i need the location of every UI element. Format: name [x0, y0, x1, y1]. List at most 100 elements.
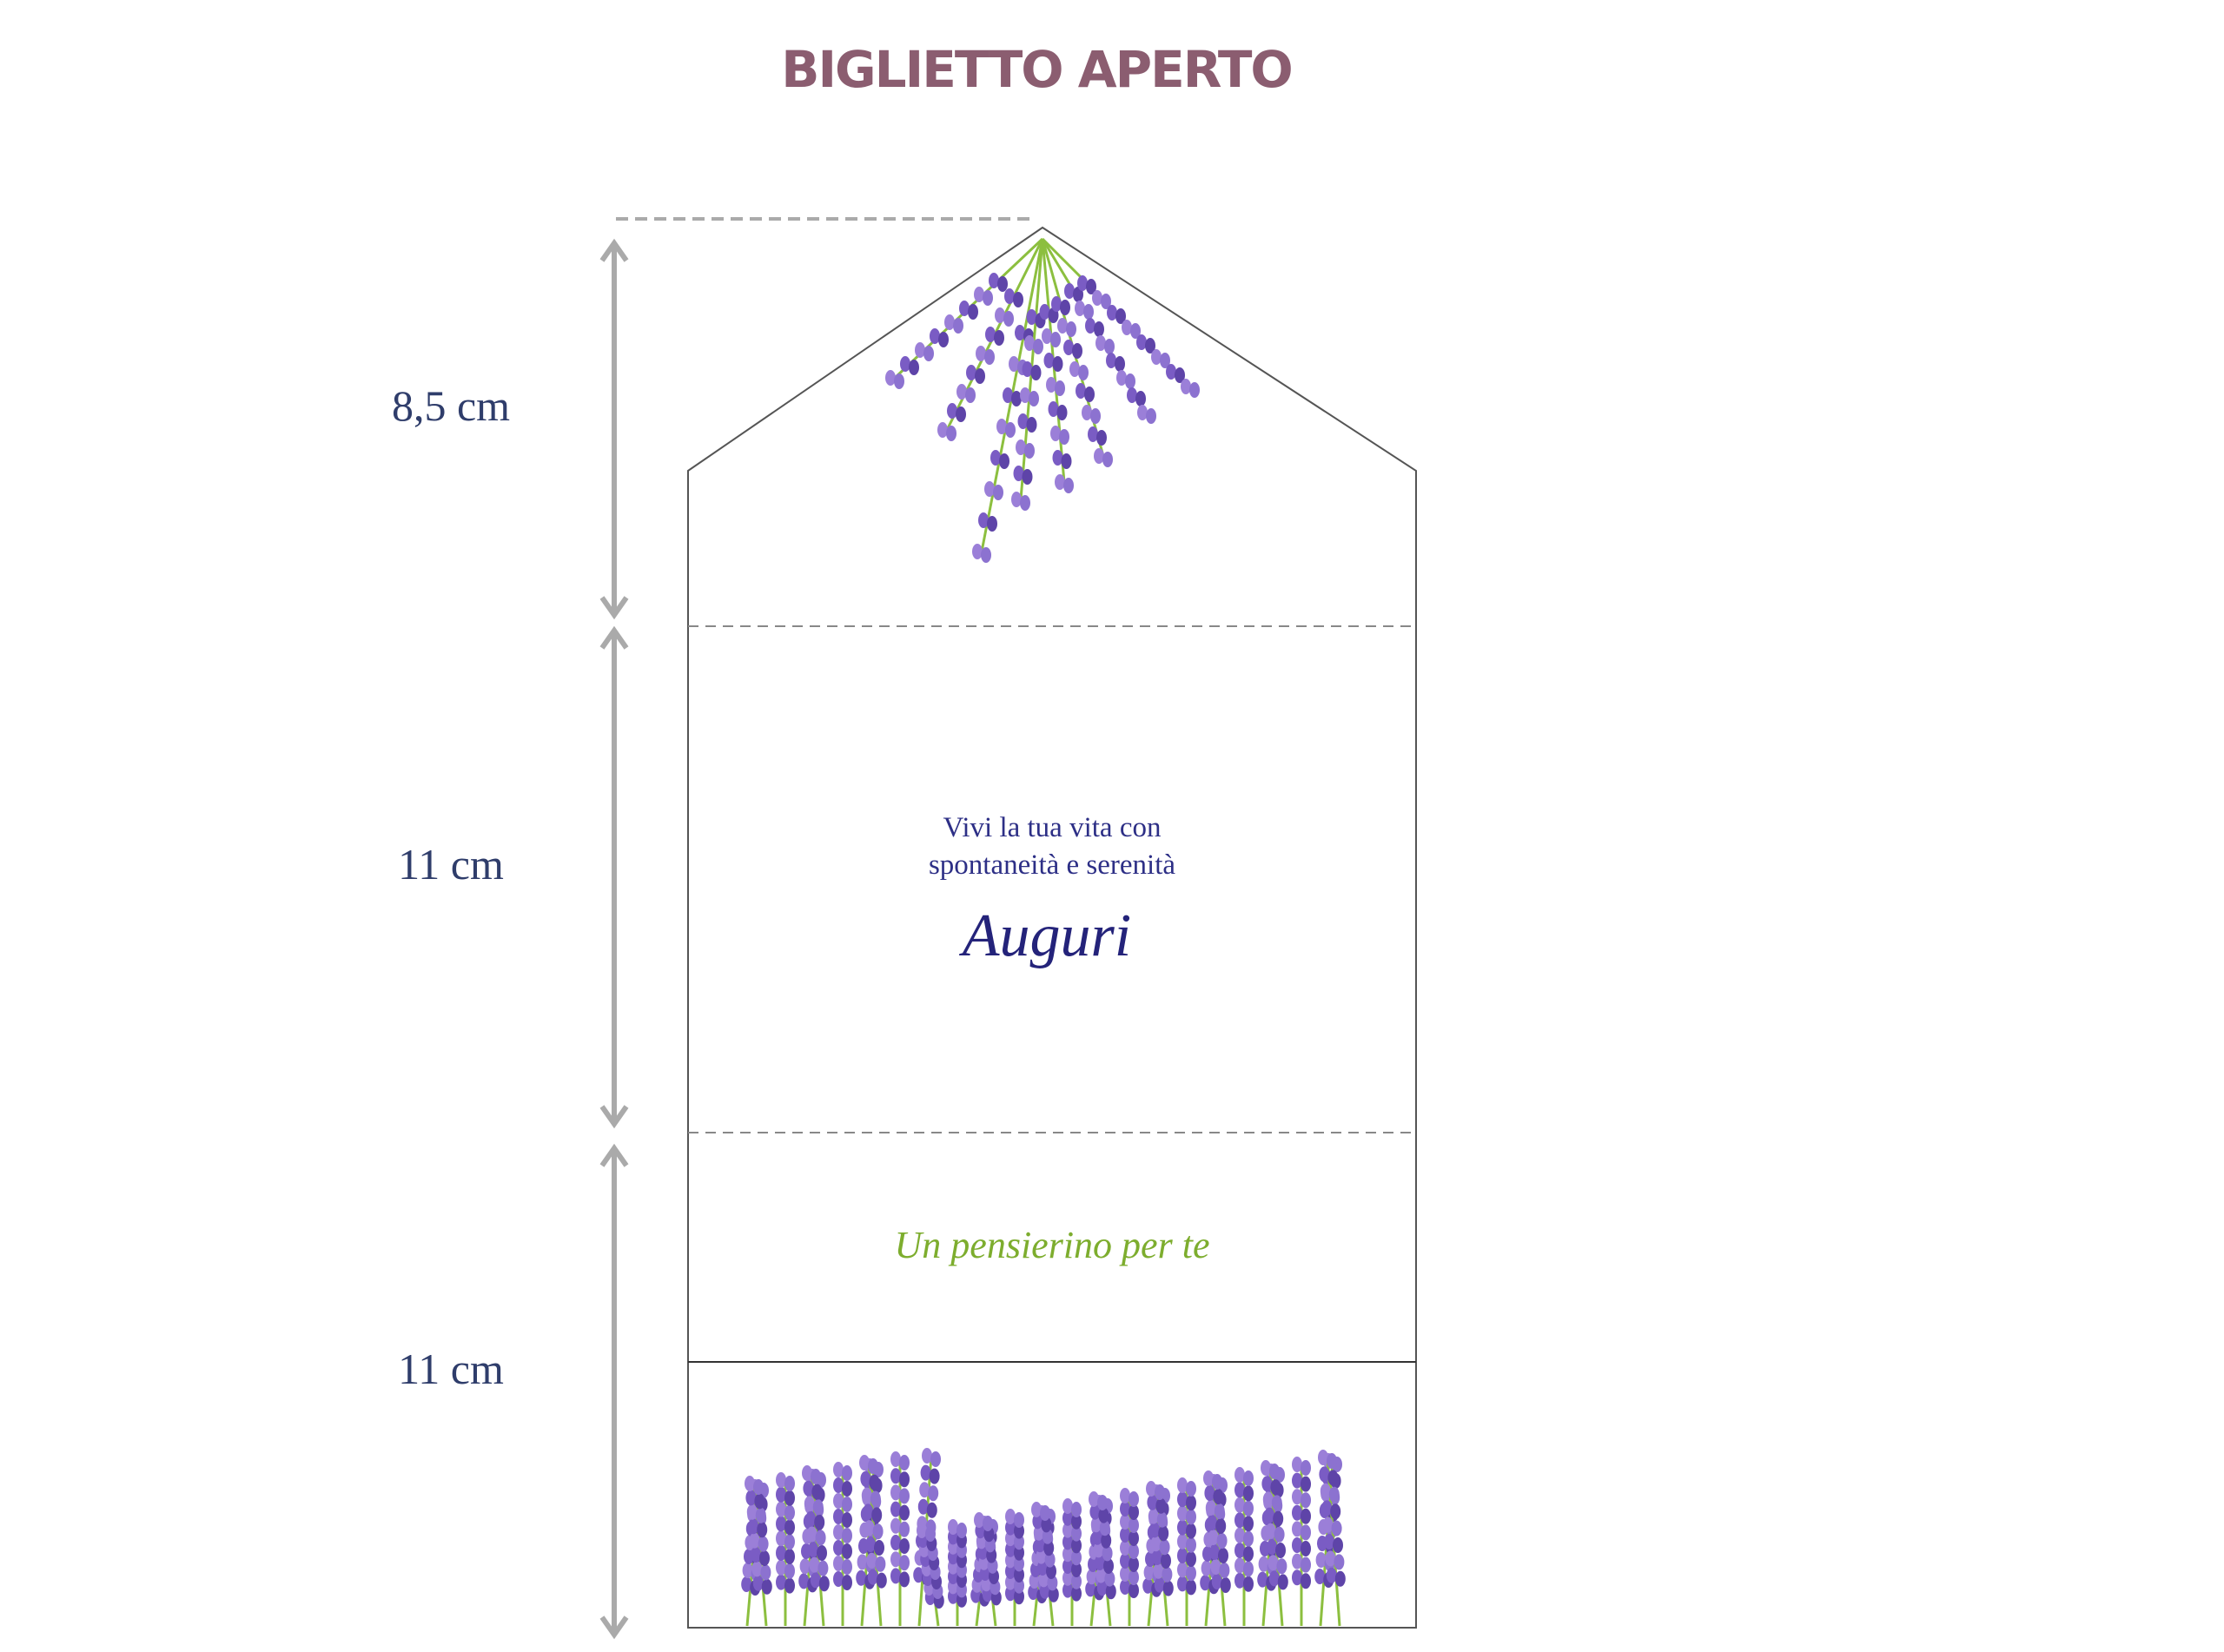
lavender-part [1014, 1567, 1024, 1583]
lavender-part [1014, 1544, 1024, 1561]
lavender-part [1062, 1558, 1073, 1574]
lavender-part [842, 1559, 852, 1575]
lavender-part [1078, 365, 1089, 380]
lavender-part [1292, 1537, 1302, 1553]
lavender-part [1014, 1589, 1024, 1605]
lavender-part [1063, 478, 1074, 493]
lavender-part [1120, 1514, 1130, 1530]
lavender-part [1063, 340, 1074, 355]
lavender-part [1095, 1567, 1107, 1583]
lavender-part [899, 1504, 910, 1521]
lavender-part [1136, 334, 1147, 350]
lavender-part [944, 314, 955, 330]
lavender-part [923, 346, 934, 361]
lavender-part [948, 1519, 958, 1535]
lavender-part [1071, 1513, 1082, 1530]
lavender-part [1120, 1553, 1130, 1569]
lavender-part [1143, 1564, 1155, 1581]
lavender-part [1234, 1512, 1245, 1529]
lavender-part [866, 1552, 877, 1569]
lavender-part [1061, 453, 1072, 469]
lavender-part [1016, 439, 1026, 455]
greeting: Auguri [959, 902, 1131, 969]
lavender-part [1181, 379, 1191, 394]
lavender-part [860, 1470, 871, 1487]
lavender-part [1186, 1536, 1196, 1553]
lavender-part [899, 1571, 910, 1588]
lavender-part [1234, 1467, 1245, 1483]
lavender-part [1014, 1512, 1024, 1528]
lavender-part [745, 1490, 757, 1506]
lavender-part [863, 1503, 874, 1520]
lavender-part [809, 1556, 820, 1573]
lavender-part [776, 1501, 786, 1517]
lavender-part [1177, 1533, 1188, 1550]
lavender-part [1082, 405, 1092, 420]
lavender-part [811, 1469, 821, 1484]
lavender-part [1029, 391, 1039, 406]
lavender-part [1189, 382, 1200, 398]
lavender-part [1011, 391, 1022, 406]
lavender-part [1120, 1527, 1130, 1543]
lavender-part [1069, 361, 1080, 377]
lavender-part [857, 1554, 868, 1570]
lavender-part [1047, 1575, 1058, 1591]
lavender-part [1292, 1472, 1302, 1489]
lavender-part [1036, 1548, 1047, 1564]
lavender-part [804, 1496, 815, 1512]
pocket-text: Un pensierino per te [895, 1224, 1210, 1266]
lavender-part [1066, 321, 1076, 337]
lavender-part [753, 1479, 764, 1495]
lavender-part [1120, 1579, 1130, 1595]
lavender-part [885, 370, 896, 386]
lavender-part [1243, 1530, 1254, 1547]
lavender-part [1137, 405, 1148, 420]
lavender-part [833, 1524, 844, 1540]
lavender-part [842, 1481, 852, 1497]
lavender-part [996, 419, 1007, 434]
lavender-part [1062, 1510, 1073, 1526]
lavender-part [1096, 1580, 1108, 1596]
lavender-part [1101, 1532, 1112, 1549]
lavender-part [920, 1464, 931, 1481]
lavender-part [808, 1542, 818, 1557]
lavender-part [784, 1490, 795, 1506]
lavender-part [975, 368, 985, 384]
lavender-part [966, 365, 976, 380]
lavender-part [1076, 383, 1086, 399]
lavender-part [833, 1509, 844, 1524]
lavender-part [1098, 1507, 1109, 1523]
lavender-part [1243, 1576, 1254, 1592]
lavender-part [1086, 1569, 1097, 1585]
lavender-part [1071, 1585, 1082, 1602]
lavender-part [1071, 1525, 1082, 1542]
lavender-part [754, 1493, 765, 1510]
lavender-part [1096, 430, 1107, 446]
lavender-part [974, 287, 984, 302]
lavender-part [1089, 1503, 1101, 1520]
lavender-part [937, 422, 948, 438]
lavender-part [1204, 1485, 1215, 1501]
lavender-part [1011, 492, 1022, 507]
lavender-part [1127, 387, 1137, 403]
lavender-part [1275, 1543, 1286, 1558]
lavender-part [1097, 1495, 1108, 1510]
lavender-part [1014, 1534, 1024, 1550]
lavender-part [995, 307, 1005, 323]
lavender-part [1014, 1556, 1024, 1572]
lavender-part [1040, 1505, 1050, 1521]
lavender-part [946, 426, 956, 441]
lavender-part [798, 1573, 810, 1589]
lavender-part [842, 1543, 852, 1559]
lavender-part [1177, 1477, 1188, 1493]
lavender-part [1106, 353, 1116, 368]
lavender-part [1014, 1577, 1024, 1594]
lavender-part [1271, 1495, 1282, 1511]
lavender-part [915, 342, 925, 358]
lavender-part [1301, 1460, 1311, 1476]
lavender-part [1154, 1576, 1165, 1593]
lavender-part [953, 318, 963, 334]
lavender-part [1055, 474, 1065, 490]
lavender-part [874, 1540, 884, 1556]
lavender-part [989, 273, 999, 288]
